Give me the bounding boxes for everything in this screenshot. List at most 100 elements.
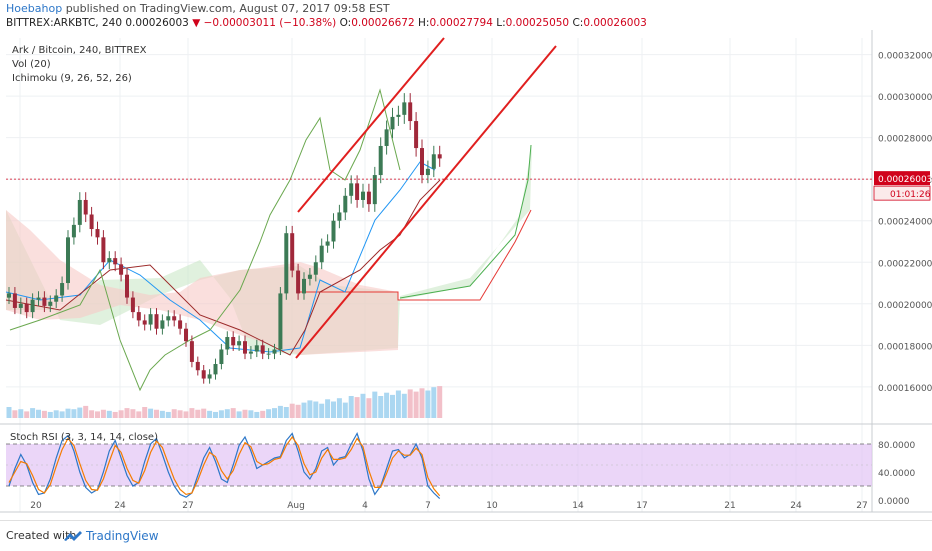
legend-title: Ark / Bitcoin, 240, BITTREX xyxy=(12,45,147,56)
candle-body xyxy=(201,370,206,379)
candle-body xyxy=(278,293,283,350)
price-tick-label: 0.00018000 xyxy=(878,342,932,352)
trendline-upper xyxy=(297,37,445,213)
candle-body xyxy=(89,214,94,230)
volume-bar xyxy=(366,398,372,418)
author-link[interactable]: Hoebahop xyxy=(6,2,63,15)
legend-ichimoku[interactable]: Ichimoku (9, 26, 52, 26) xyxy=(12,73,132,84)
candle-body xyxy=(66,237,70,284)
volume-bar xyxy=(325,399,331,418)
volume-bar xyxy=(130,409,136,418)
footer: Created with TradingView xyxy=(0,520,932,551)
candle-body xyxy=(219,349,224,365)
volume-bar xyxy=(41,410,47,418)
candle-body xyxy=(337,212,342,221)
low-value: 0.00025050 xyxy=(505,17,570,29)
volume-bar xyxy=(431,387,437,418)
candle-body xyxy=(136,312,141,321)
legend-stoch-rsi[interactable]: Stoch RSI (3, 3, 14, 14, close) xyxy=(10,432,158,443)
stoch-d-line xyxy=(8,435,441,497)
price-axis[interactable]: 0.000320000.000300000.000280000.00026000… xyxy=(873,52,932,394)
volume-bar xyxy=(124,408,130,418)
volume-bar xyxy=(118,410,124,418)
candle-body xyxy=(414,121,419,149)
price-tick-label: 0.00016000 xyxy=(878,384,932,394)
open-value: 0.00026672 xyxy=(351,17,415,29)
volume-bar xyxy=(177,410,183,418)
chart-grid xyxy=(0,30,932,513)
candle-body xyxy=(18,303,23,308)
time-axis[interactable]: 20 24 27 Aug 4 7 10 14 17 21 24 27 xyxy=(30,501,867,511)
stoch-tick-label: 40.0000 xyxy=(878,469,915,479)
symbol-label: BITTREX:ARKBTC, 240 xyxy=(6,17,123,29)
volume-bar xyxy=(224,409,230,418)
candle-body xyxy=(325,241,330,246)
candle-body xyxy=(119,264,124,275)
candle-body xyxy=(142,320,147,325)
volume-bar xyxy=(319,403,325,418)
candle-body xyxy=(30,299,35,313)
price-tick-label: 0.00028000 xyxy=(878,135,932,145)
volume-bar xyxy=(342,402,348,418)
price-tick-label: 0.00030000 xyxy=(878,93,932,103)
volume-bar xyxy=(230,408,236,418)
open-label: O: xyxy=(339,17,352,29)
high-label: H: xyxy=(418,17,430,29)
price-chart[interactable]: 0.000320000.000300000.000280000.00026000… xyxy=(0,30,932,520)
volume-bar xyxy=(207,410,213,418)
trend-channel[interactable] xyxy=(6,37,872,359)
time-tick-label: 27 xyxy=(856,501,867,511)
volume-bar xyxy=(77,407,83,418)
volume-bar xyxy=(425,390,431,418)
volume-bar xyxy=(95,411,100,418)
volume-bar xyxy=(283,407,289,418)
volume-bar xyxy=(12,410,18,418)
volume-bar xyxy=(354,397,360,418)
candle-body xyxy=(331,220,336,242)
tradingview-brand[interactable]: TradingView xyxy=(86,529,159,543)
candle-body xyxy=(437,154,442,159)
candle-body xyxy=(225,337,230,350)
close-value: 0.00026003 xyxy=(583,17,647,29)
candle-body xyxy=(431,154,436,169)
candle-body xyxy=(319,245,324,263)
stoch-axis: 80.0000 40.0000 0.0000 xyxy=(878,441,915,507)
volume-bar xyxy=(378,396,384,418)
price-tick-label: 0.00022000 xyxy=(878,259,932,269)
candle-body xyxy=(148,314,153,325)
volume-bar xyxy=(47,411,53,418)
candle-body xyxy=(71,224,76,238)
candle-body xyxy=(408,102,413,122)
candle-body xyxy=(77,199,82,225)
volume-bar xyxy=(336,398,342,418)
volume-bar xyxy=(183,411,189,418)
candle-body xyxy=(384,129,389,146)
volume-bar xyxy=(413,391,419,418)
candle-body xyxy=(307,274,312,279)
candle-body xyxy=(42,297,47,306)
candle-body xyxy=(7,293,11,298)
candle-body xyxy=(302,278,306,294)
price-tick-label: 0.00032000 xyxy=(878,52,932,62)
volume-bar xyxy=(331,401,336,418)
candle-body xyxy=(425,168,430,176)
volume-bar xyxy=(18,409,24,418)
candle-body xyxy=(343,195,348,213)
volume-bar xyxy=(189,408,195,418)
candle-body xyxy=(36,297,41,300)
legend-volume[interactable]: Vol (20) xyxy=(12,59,51,70)
volume-bar xyxy=(307,400,313,418)
candle-body xyxy=(349,183,354,196)
volume-bar xyxy=(419,388,425,418)
time-tick-label: Aug xyxy=(287,501,305,511)
stoch-tick-label: 0.0000 xyxy=(878,497,910,507)
stoch-rsi-pane xyxy=(6,432,872,500)
price-change: −0.00003011 (−10.38%) xyxy=(203,17,337,29)
candle-body xyxy=(207,374,212,379)
candle-body xyxy=(172,316,177,321)
volume-bar xyxy=(89,410,95,418)
time-tick-label: 7 xyxy=(425,501,431,511)
price-tick-label: 0.00024000 xyxy=(878,218,932,228)
candle-body xyxy=(160,320,165,329)
candle-body xyxy=(195,361,200,371)
